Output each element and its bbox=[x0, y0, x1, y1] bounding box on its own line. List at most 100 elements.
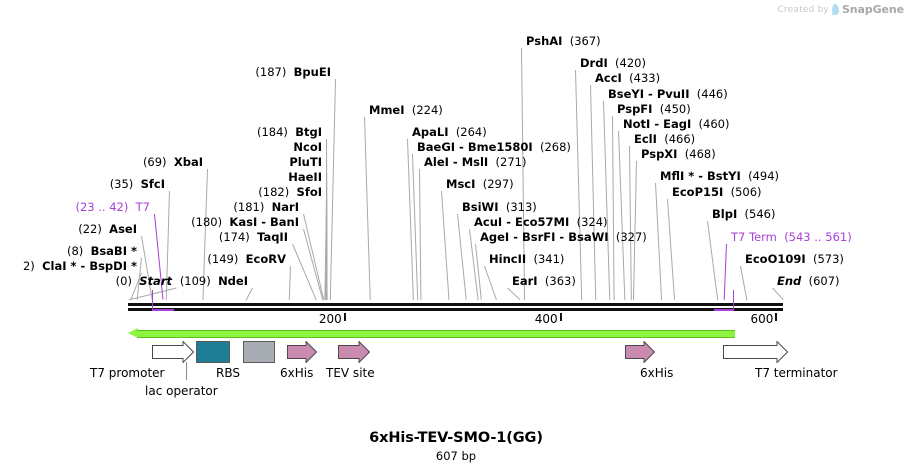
site-enzyme-name: BspDI * bbox=[89, 259, 137, 273]
site-label-acui-eco57mi[interactable]: AcuI - Eco57MI (324) bbox=[474, 216, 608, 228]
site-name-separator: - bbox=[644, 87, 657, 101]
site-label-pluti[interactable]: PluTI bbox=[0, 156, 322, 168]
site-label-eari[interactable]: EarI (363) bbox=[512, 275, 576, 287]
site-label-clai-bspdi[interactable]: 2) ClaI * - BspDI * bbox=[0, 260, 137, 272]
site-enzyme-name: PvuII bbox=[656, 87, 690, 101]
site-label-alei-msli[interactable]: AleI - MslI (271) bbox=[424, 156, 526, 168]
t7-promoter-glyph[interactable] bbox=[152, 341, 194, 367]
site-label-haeii[interactable]: HaeII bbox=[0, 171, 322, 183]
site-enzyme-name: NotI bbox=[623, 117, 651, 131]
site-position: (367) bbox=[569, 34, 601, 48]
leader-line-bseyi-pvuii bbox=[603, 100, 611, 301]
site-label-ecop15i[interactable]: EcoP15I (506) bbox=[672, 186, 762, 198]
site-position: (420) bbox=[615, 56, 646, 70]
site-position: (450) bbox=[659, 102, 691, 116]
site-enzyme-name: EcoRV bbox=[245, 252, 286, 266]
leader-line-ecorv bbox=[288, 265, 291, 301]
site-position: (327) bbox=[615, 230, 647, 244]
site-label-nari[interactable]: (181) NarI bbox=[0, 201, 299, 213]
6xhis-glyph-1[interactable] bbox=[287, 341, 317, 367]
site-name-separator: - bbox=[76, 259, 90, 273]
site-label-end[interactable]: End (607) bbox=[777, 275, 840, 287]
site-label-hincii[interactable]: HincII (341) bbox=[489, 253, 564, 265]
site-label-ncoi[interactable]: NcoI bbox=[0, 141, 322, 153]
site-enzyme-name: MmeI bbox=[369, 103, 405, 117]
site-enzyme-name: BsaWI bbox=[568, 230, 609, 244]
site-name-separator: - bbox=[257, 215, 270, 229]
rbs-glyph[interactable] bbox=[243, 341, 275, 367]
site-enzyme-name: EclI bbox=[634, 132, 657, 146]
site-label-taqii[interactable]: (174) TaqII bbox=[0, 231, 288, 243]
site-label-bseyi-pvuii[interactable]: BseYI - PvuII (446) bbox=[608, 88, 728, 100]
tev-site-glyph[interactable] bbox=[338, 341, 370, 367]
site-enzyme-name: EagI bbox=[663, 117, 692, 131]
site-label-bsabi[interactable]: (8) BsaBI * bbox=[0, 245, 137, 257]
site-label-ndei[interactable]: (109) NdeI bbox=[0, 275, 248, 287]
leader-line-mmei bbox=[364, 116, 371, 301]
site-label-ecorv[interactable]: (149) EcoRV bbox=[0, 253, 286, 265]
site-label-mmei[interactable]: MmeI (224) bbox=[369, 104, 443, 116]
site-label-noti-eagi[interactable]: NotI - EagI (460) bbox=[623, 118, 729, 130]
site-enzyme-name: T7 Term bbox=[731, 230, 777, 244]
leader-line-alei-msli bbox=[419, 168, 422, 300]
site-label-agei-bsrfi-bsawi[interactable]: AgeI - BsrFI - BsaWI (327) bbox=[480, 231, 647, 243]
site-label-asei[interactable]: (22) AseI bbox=[0, 223, 137, 235]
site-name-separator: - bbox=[509, 230, 522, 244]
6xhis-glyph-2[interactable] bbox=[625, 341, 655, 367]
site-position: (297) bbox=[482, 177, 514, 191]
orf-arrowhead-left bbox=[128, 328, 138, 338]
site-name-separator: - bbox=[455, 140, 468, 154]
leader-line-ecli bbox=[629, 145, 632, 300]
site-label-btgi[interactable]: (184) BtgI bbox=[0, 126, 322, 138]
site-label-ecoo109i[interactable]: EcoO109I (573) bbox=[745, 253, 844, 265]
site-label-pspxi[interactable]: PspXI (468) bbox=[641, 148, 716, 160]
site-label-sfci[interactable]: (35) SfcI bbox=[0, 178, 165, 190]
site-enzyme-name: NarI bbox=[271, 200, 299, 214]
leader-line-noti-eagi bbox=[618, 130, 626, 301]
site-label-pshai[interactable]: PshAI (367) bbox=[526, 35, 601, 47]
site-label-bsiwi[interactable]: BsiWI (313) bbox=[462, 201, 537, 213]
site-label-mfli-bstyi[interactable]: MflI * - BstYI (494) bbox=[660, 170, 779, 182]
site-enzyme-name: BstYI bbox=[707, 169, 741, 183]
site-label-bpuei[interactable]: (187) BpuEI bbox=[0, 66, 331, 78]
site-label-drdi[interactable]: DrdI (420) bbox=[580, 57, 646, 69]
site-label-blpi[interactable]: BlpI (546) bbox=[712, 208, 775, 220]
site-label-ecli[interactable]: EclI (466) bbox=[634, 133, 695, 145]
feature-label-t7-terminator-glyph: T7 terminator bbox=[755, 366, 838, 380]
site-name-separator: - bbox=[694, 169, 708, 183]
site-label-baegi-bme[interactable]: BaeGI - Bme1580I (268) bbox=[417, 141, 571, 153]
site-label-acci[interactable]: AccI (433) bbox=[595, 72, 660, 84]
site-label-apali[interactable]: ApaLI (264) bbox=[412, 126, 487, 138]
site-position: (313) bbox=[505, 200, 537, 214]
site-enzyme-name: BaeGI bbox=[417, 140, 456, 154]
site-label-t7-term[interactable]: T7 Term (543 .. 561) bbox=[731, 231, 852, 243]
site-label-msci[interactable]: MscI (297) bbox=[446, 178, 514, 190]
site-position: (607) bbox=[808, 274, 840, 288]
site-position: (264) bbox=[455, 125, 487, 139]
site-label-xbai[interactable]: (69) XbaI bbox=[0, 156, 203, 168]
site-position: (8) bbox=[66, 244, 84, 258]
leader-line-acci bbox=[590, 84, 597, 301]
site-enzyme-name: AgeI bbox=[480, 230, 510, 244]
site-label-pspfi[interactable]: PspFI (450) bbox=[617, 103, 691, 115]
site-enzyme-name: AseI bbox=[109, 222, 137, 236]
ruler-tick-400 bbox=[559, 313, 562, 321]
leader-line-pspfi bbox=[612, 115, 615, 300]
site-label-sfoi[interactable]: (182) SfoI bbox=[0, 186, 322, 198]
site-name-separator: - bbox=[555, 230, 569, 244]
site-position: (184) bbox=[256, 125, 288, 139]
leader-line-ecoo109i bbox=[740, 265, 748, 301]
site-enzyme-name: EcoO109I bbox=[745, 252, 806, 266]
site-label-start[interactable]: (0) Start bbox=[0, 275, 172, 287]
site-label-kasi-bani[interactable]: (180) KasI - BanI bbox=[0, 216, 299, 228]
ruler-bottom-strand bbox=[128, 308, 783, 311]
site-enzyme-name: BsrFI bbox=[522, 230, 556, 244]
lac-operator-glyph[interactable] bbox=[196, 341, 230, 367]
site-enzyme-name: HaeII bbox=[288, 170, 322, 184]
site-position: (224) bbox=[411, 103, 443, 117]
ruler-tick-600 bbox=[775, 313, 778, 321]
site-label-t7-promoter[interactable]: (23 .. 42) T7 bbox=[0, 201, 150, 213]
t7-terminator-glyph[interactable] bbox=[723, 341, 788, 367]
site-enzyme-name: XbaI bbox=[173, 155, 203, 169]
feature-label-t7-promoter-glyph: T7 promoter bbox=[90, 366, 165, 380]
